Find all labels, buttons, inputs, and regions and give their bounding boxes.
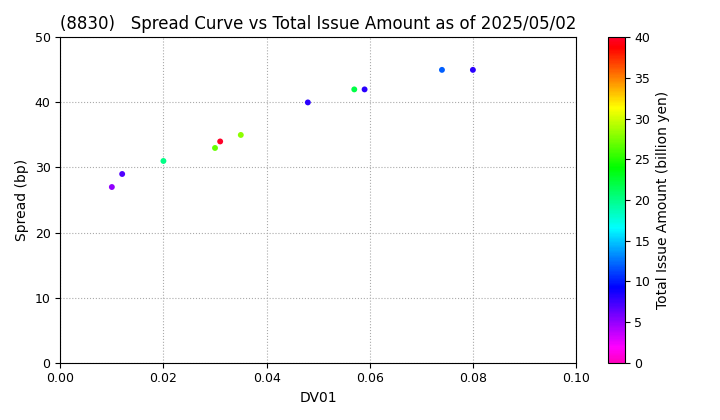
Point <box>106 184 117 190</box>
Point <box>436 66 448 73</box>
Point <box>210 144 221 151</box>
Point <box>117 171 128 177</box>
Point <box>467 66 479 73</box>
Point <box>348 86 360 93</box>
Point <box>302 99 314 106</box>
Point <box>235 131 246 138</box>
Point <box>215 138 226 145</box>
Point <box>359 86 370 93</box>
X-axis label: DV01: DV01 <box>300 391 337 405</box>
Y-axis label: Total Issue Amount (billion yen): Total Issue Amount (billion yen) <box>656 91 670 309</box>
Point <box>158 158 169 164</box>
Text: (8830)   Spread Curve vs Total Issue Amount as of 2025/05/02: (8830) Spread Curve vs Total Issue Amoun… <box>60 15 577 33</box>
Y-axis label: Spread (bp): Spread (bp) <box>15 159 29 241</box>
